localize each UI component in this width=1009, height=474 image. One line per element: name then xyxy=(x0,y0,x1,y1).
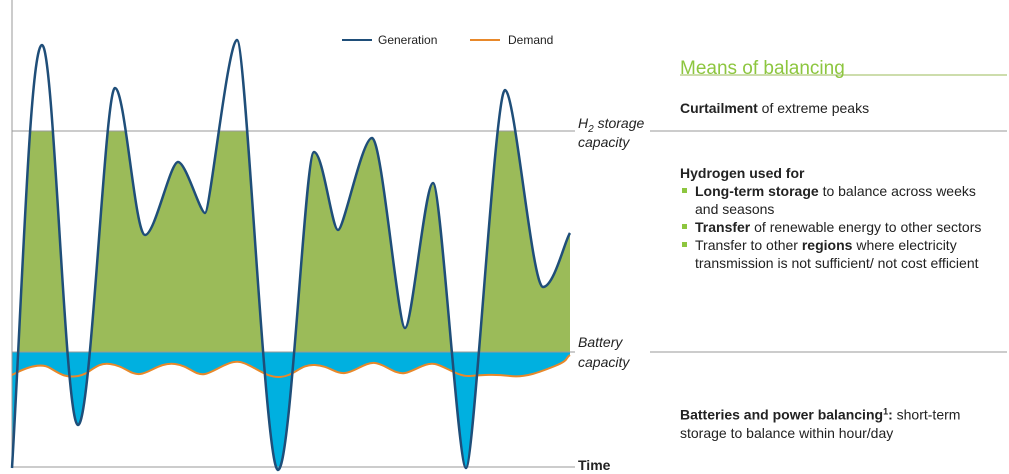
bullet: Transfer to other regions where electric… xyxy=(680,236,1002,272)
time-label: Time xyxy=(578,457,611,473)
battery-label: capacity xyxy=(578,354,630,370)
h2-label: H2 storage xyxy=(578,115,644,135)
bold-text: Transfer xyxy=(695,219,751,235)
heading: Hydrogen used for xyxy=(680,165,805,181)
bold-text: Curtailment xyxy=(680,100,758,116)
hydrogen: Hydrogen used for Long-term storage to b… xyxy=(680,164,1002,272)
legend-label: Demand xyxy=(508,33,553,47)
green-area xyxy=(12,131,570,352)
text: short-term storage to balance within hou… xyxy=(680,406,961,441)
text: Transfer to other xyxy=(695,237,802,253)
bullet: Long-term storage to balance across week… xyxy=(680,182,1002,218)
demand-line xyxy=(11,354,571,379)
bold-text: regions xyxy=(801,237,853,253)
h2-text: storage xyxy=(594,115,645,131)
bold-text: Batteries and power balancing xyxy=(680,406,884,423)
curtailment: Curtailment of extreme peaks xyxy=(680,99,869,117)
h2-sub: 2 xyxy=(587,124,594,135)
sup: 1 xyxy=(883,406,889,416)
h2-symbol: H xyxy=(578,115,589,131)
bullets: Long-term storage to balance across week… xyxy=(680,182,1002,272)
panel-title: Means of balancing xyxy=(680,58,845,79)
text: where electricity transmission is not su… xyxy=(695,237,979,271)
generation-line xyxy=(10,38,572,472)
bullet: Transfer of renewable energy to other se… xyxy=(680,218,1002,236)
text: to balance across weeks and seasons xyxy=(695,183,976,217)
batteries: Batteries and power balancing1: short-te… xyxy=(680,402,1000,442)
text: of extreme peaks xyxy=(757,100,870,116)
text: of renewable energy to other sectors xyxy=(750,219,982,235)
legend-label: Generation xyxy=(378,33,437,47)
battery-label: Battery xyxy=(578,334,623,350)
bold-text: Long-term storage xyxy=(695,183,819,199)
h2-label: capacity xyxy=(578,134,630,150)
bold-text: : xyxy=(888,406,893,423)
blue-strip xyxy=(12,352,570,378)
